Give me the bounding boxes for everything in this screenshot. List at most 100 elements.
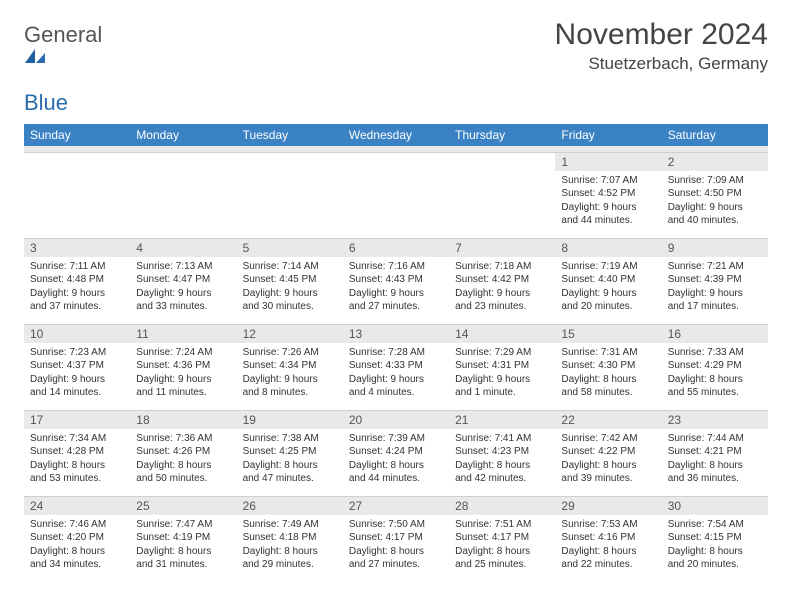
daylight-text: Daylight: 8 hours and 42 minutes. <box>455 459 549 486</box>
day-number: 14 <box>449 325 555 343</box>
sunrise-text: Sunrise: 7:16 AM <box>349 260 443 274</box>
sunset-text: Sunset: 4:17 PM <box>349 531 443 545</box>
sunset-text: Sunset: 4:29 PM <box>668 359 762 373</box>
sunrise-text: Sunrise: 7:19 AM <box>561 260 655 274</box>
day-cell: 22Sunrise: 7:42 AMSunset: 4:22 PMDayligh… <box>555 410 661 496</box>
day-details: Sunrise: 7:23 AMSunset: 4:37 PMDaylight:… <box>24 343 130 404</box>
day-number: 22 <box>555 411 661 429</box>
day-cell: 21Sunrise: 7:41 AMSunset: 4:23 PMDayligh… <box>449 410 555 496</box>
day-number: 19 <box>237 411 343 429</box>
day-number: 3 <box>24 239 130 257</box>
daylight-text: Daylight: 9 hours and 1 minute. <box>455 373 549 400</box>
week-row: 17Sunrise: 7:34 AMSunset: 4:28 PMDayligh… <box>24 410 768 496</box>
sunrise-text: Sunrise: 7:11 AM <box>30 260 124 274</box>
day-details <box>343 157 449 164</box>
day-details: Sunrise: 7:54 AMSunset: 4:15 PMDaylight:… <box>662 515 768 576</box>
day-details: Sunrise: 7:50 AMSunset: 4:17 PMDaylight:… <box>343 515 449 576</box>
daylight-text: Daylight: 9 hours and 8 minutes. <box>243 373 337 400</box>
daylight-text: Daylight: 9 hours and 11 minutes. <box>136 373 230 400</box>
day-cell: 2Sunrise: 7:09 AMSunset: 4:50 PMDaylight… <box>662 152 768 238</box>
day-number: 9 <box>662 239 768 257</box>
sunrise-text: Sunrise: 7:44 AM <box>668 432 762 446</box>
sunset-text: Sunset: 4:43 PM <box>349 273 443 287</box>
daylight-text: Daylight: 9 hours and 33 minutes. <box>136 287 230 314</box>
sunset-text: Sunset: 4:45 PM <box>243 273 337 287</box>
daylight-text: Daylight: 8 hours and 53 minutes. <box>30 459 124 486</box>
sunrise-text: Sunrise: 7:29 AM <box>455 346 549 360</box>
day-cell <box>130 152 236 238</box>
daylight-text: Daylight: 8 hours and 22 minutes. <box>561 545 655 572</box>
day-details: Sunrise: 7:53 AMSunset: 4:16 PMDaylight:… <box>555 515 661 576</box>
day-cell: 14Sunrise: 7:29 AMSunset: 4:31 PMDayligh… <box>449 324 555 410</box>
sunrise-text: Sunrise: 7:31 AM <box>561 346 655 360</box>
day-number: 6 <box>343 239 449 257</box>
daylight-text: Daylight: 9 hours and 27 minutes. <box>349 287 443 314</box>
sunrise-text: Sunrise: 7:07 AM <box>561 174 655 188</box>
title-block: November 2024 Stuetzerbach, Germany <box>555 18 768 74</box>
week-row: 1Sunrise: 7:07 AMSunset: 4:52 PMDaylight… <box>24 152 768 238</box>
day-details: Sunrise: 7:31 AMSunset: 4:30 PMDaylight:… <box>555 343 661 404</box>
sunset-text: Sunset: 4:30 PM <box>561 359 655 373</box>
day-number: 7 <box>449 239 555 257</box>
day-cell: 20Sunrise: 7:39 AMSunset: 4:24 PMDayligh… <box>343 410 449 496</box>
logo-word2: Blue <box>24 90 68 115</box>
sunset-text: Sunset: 4:16 PM <box>561 531 655 545</box>
day-number: 23 <box>662 411 768 429</box>
col-wednesday: Wednesday <box>343 124 449 146</box>
sunset-text: Sunset: 4:36 PM <box>136 359 230 373</box>
week-row: 10Sunrise: 7:23 AMSunset: 4:37 PMDayligh… <box>24 324 768 410</box>
sunrise-text: Sunrise: 7:42 AM <box>561 432 655 446</box>
sunrise-text: Sunrise: 7:49 AM <box>243 518 337 532</box>
day-number: 4 <box>130 239 236 257</box>
calendar-body: 1Sunrise: 7:07 AMSunset: 4:52 PMDaylight… <box>24 146 768 582</box>
day-number: 13 <box>343 325 449 343</box>
sunrise-text: Sunrise: 7:51 AM <box>455 518 549 532</box>
sunset-text: Sunset: 4:39 PM <box>668 273 762 287</box>
sunrise-text: Sunrise: 7:28 AM <box>349 346 443 360</box>
day-number: 18 <box>130 411 236 429</box>
day-cell: 13Sunrise: 7:28 AMSunset: 4:33 PMDayligh… <box>343 324 449 410</box>
sunset-text: Sunset: 4:40 PM <box>561 273 655 287</box>
sunset-text: Sunset: 4:20 PM <box>30 531 124 545</box>
sunrise-text: Sunrise: 7:24 AM <box>136 346 230 360</box>
day-details: Sunrise: 7:29 AMSunset: 4:31 PMDaylight:… <box>449 343 555 404</box>
day-cell: 30Sunrise: 7:54 AMSunset: 4:15 PMDayligh… <box>662 496 768 582</box>
sunset-text: Sunset: 4:52 PM <box>561 187 655 201</box>
day-details: Sunrise: 7:49 AMSunset: 4:18 PMDaylight:… <box>237 515 343 576</box>
day-details: Sunrise: 7:39 AMSunset: 4:24 PMDaylight:… <box>343 429 449 490</box>
sunrise-text: Sunrise: 7:41 AM <box>455 432 549 446</box>
day-number: 28 <box>449 497 555 515</box>
day-cell: 26Sunrise: 7:49 AMSunset: 4:18 PMDayligh… <box>237 496 343 582</box>
day-number: 15 <box>555 325 661 343</box>
day-details: Sunrise: 7:14 AMSunset: 4:45 PMDaylight:… <box>237 257 343 318</box>
day-details: Sunrise: 7:07 AMSunset: 4:52 PMDaylight:… <box>555 171 661 232</box>
sunrise-text: Sunrise: 7:46 AM <box>30 518 124 532</box>
day-number: 2 <box>662 153 768 171</box>
day-cell: 15Sunrise: 7:31 AMSunset: 4:30 PMDayligh… <box>555 324 661 410</box>
sunset-text: Sunset: 4:48 PM <box>30 273 124 287</box>
sunrise-text: Sunrise: 7:14 AM <box>243 260 337 274</box>
day-cell <box>343 152 449 238</box>
day-number: 26 <box>237 497 343 515</box>
day-number: 1 <box>555 153 661 171</box>
day-cell: 1Sunrise: 7:07 AMSunset: 4:52 PMDaylight… <box>555 152 661 238</box>
daylight-text: Daylight: 8 hours and 27 minutes. <box>349 545 443 572</box>
day-details: Sunrise: 7:51 AMSunset: 4:17 PMDaylight:… <box>449 515 555 576</box>
day-details: Sunrise: 7:16 AMSunset: 4:43 PMDaylight:… <box>343 257 449 318</box>
daylight-text: Daylight: 8 hours and 39 minutes. <box>561 459 655 486</box>
day-number: 30 <box>662 497 768 515</box>
day-number: 8 <box>555 239 661 257</box>
col-sunday: Sunday <box>24 124 130 146</box>
sunrise-text: Sunrise: 7:26 AM <box>243 346 337 360</box>
daylight-text: Daylight: 9 hours and 20 minutes. <box>561 287 655 314</box>
day-details: Sunrise: 7:42 AMSunset: 4:22 PMDaylight:… <box>555 429 661 490</box>
sunrise-text: Sunrise: 7:38 AM <box>243 432 337 446</box>
sunrise-text: Sunrise: 7:54 AM <box>668 518 762 532</box>
day-details: Sunrise: 7:26 AMSunset: 4:34 PMDaylight:… <box>237 343 343 404</box>
day-details <box>237 157 343 164</box>
day-details: Sunrise: 7:44 AMSunset: 4:21 PMDaylight:… <box>662 429 768 490</box>
sunrise-text: Sunrise: 7:36 AM <box>136 432 230 446</box>
day-cell: 18Sunrise: 7:36 AMSunset: 4:26 PMDayligh… <box>130 410 236 496</box>
day-cell: 29Sunrise: 7:53 AMSunset: 4:16 PMDayligh… <box>555 496 661 582</box>
sunset-text: Sunset: 4:47 PM <box>136 273 230 287</box>
